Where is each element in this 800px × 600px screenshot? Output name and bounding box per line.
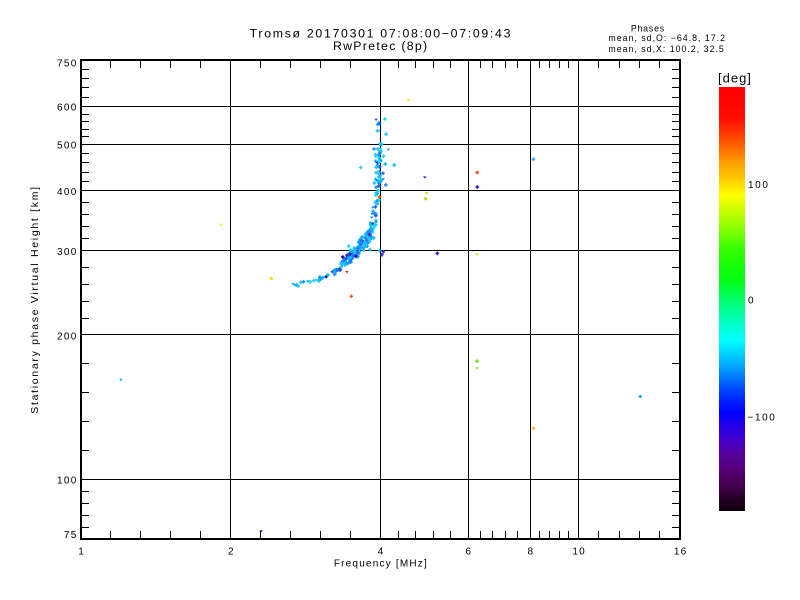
svg-text:100: 100	[57, 476, 78, 487]
svg-text:mean, sd,X: 100.2, 32.5: mean, sd,X: 100.2, 32.5	[608, 44, 724, 54]
svg-text:4: 4	[378, 547, 385, 558]
svg-text:6: 6	[465, 547, 472, 558]
svg-text:300: 300	[57, 247, 78, 258]
svg-text:100: 100	[748, 180, 770, 191]
svg-text:16: 16	[674, 547, 687, 558]
svg-text:2: 2	[228, 547, 235, 558]
svg-text:Tromsø 20170301 07:08:00−07:09: Tromsø 20170301 07:08:00−07:09:43	[250, 27, 512, 41]
svg-text:75: 75	[64, 530, 78, 541]
svg-text:0: 0	[748, 295, 755, 306]
svg-text:Stationary phase Virtual Heigh: Stationary phase Virtual Height [km]	[29, 185, 41, 414]
svg-text:8: 8	[528, 547, 535, 558]
svg-text:200: 200	[57, 331, 78, 342]
svg-text:Phases: Phases	[631, 24, 665, 34]
svg-text:600: 600	[57, 103, 78, 114]
svg-text:[deg]: [deg]	[718, 71, 752, 86]
svg-text:Frequency [MHz]: Frequency [MHz]	[334, 559, 428, 570]
svg-text:500: 500	[57, 141, 78, 152]
svg-text:RwPretec (8p): RwPretec (8p)	[333, 39, 429, 53]
svg-text:400: 400	[57, 187, 78, 198]
svg-text:1: 1	[78, 547, 85, 558]
svg-text:−100: −100	[748, 413, 777, 424]
svg-text:10: 10	[572, 547, 585, 558]
svg-text:750: 750	[57, 59, 78, 70]
svg-text:mean, sd,O: −64.8, 17.2: mean, sd,O: −64.8, 17.2	[608, 33, 726, 43]
